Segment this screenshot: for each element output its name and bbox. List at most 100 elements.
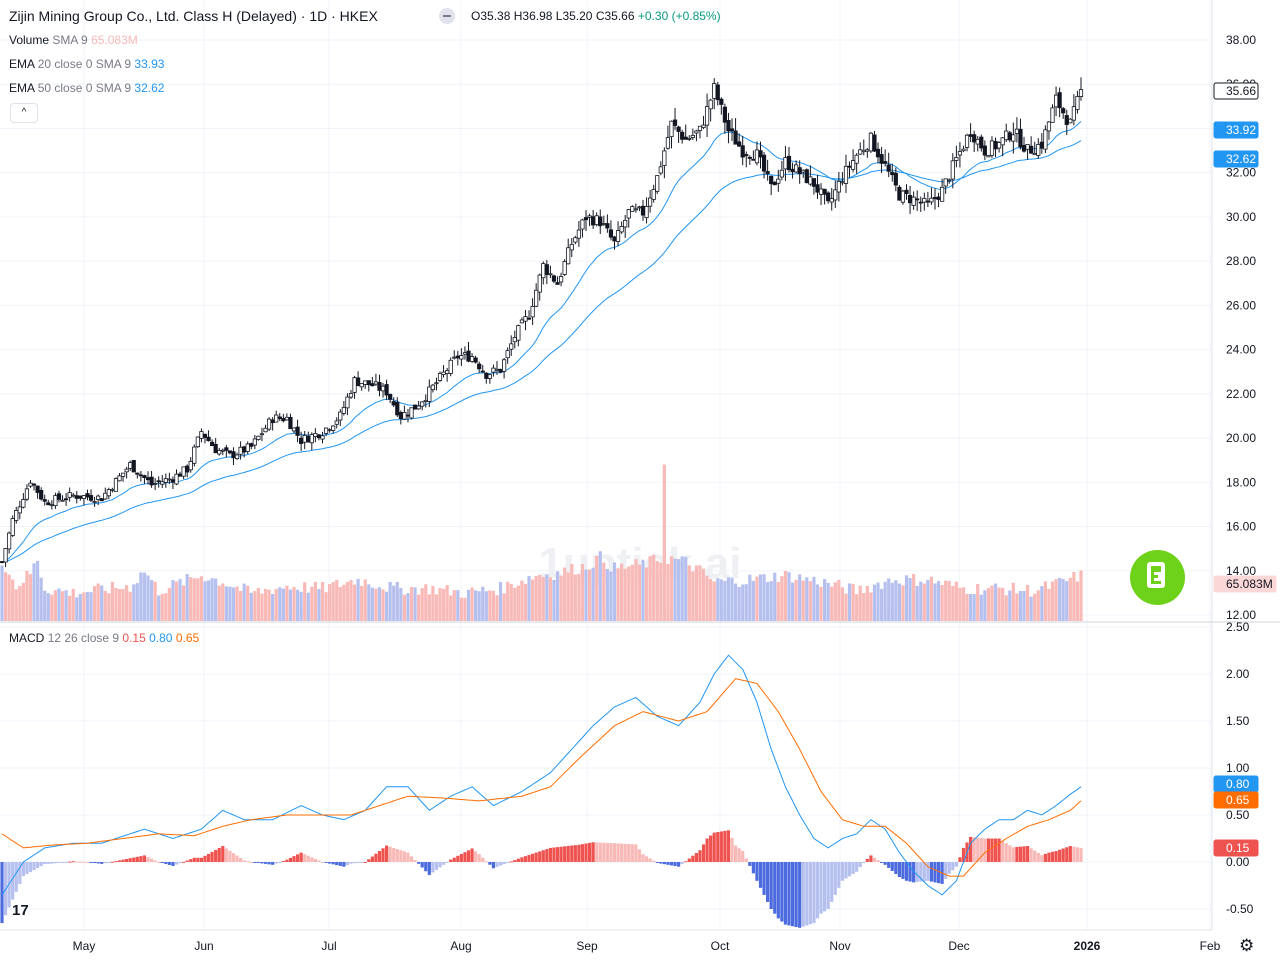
visibility-toggle-icon[interactable] [439,8,455,24]
macd-histogram-bar [64,862,68,863]
candle-body [740,145,745,158]
volume-bar [274,589,278,621]
macd-histogram-bar [659,862,663,864]
macd-histogram-bar [858,862,862,868]
legend-macd-name: MACD [9,631,45,645]
candle-body [794,164,799,173]
macd-histogram-bar [50,862,54,864]
macd-histogram-bar [306,855,310,862]
volume-bar [584,569,588,621]
tradingview-logo-icon[interactable]: 17 [12,902,29,919]
volume-bar [844,593,848,621]
macd-histogram-bar [263,862,268,864]
ema50-line [1,140,1082,563]
macd-histogram-bar [538,851,542,862]
candle-body [103,492,108,500]
legend-volume[interactable]: Volume SMA 9 65.083M [9,33,138,47]
macd-histogram-bar [299,852,303,862]
candle-body [92,501,97,503]
volume-bar [384,591,389,621]
candle-body [505,350,510,359]
volume-bar [456,590,460,621]
volume-bar [331,582,335,621]
candle-body [455,355,460,359]
macd-histogram-bar [388,846,392,862]
macd-histogram-bar [1004,843,1008,862]
volume-bar [417,594,421,621]
legend-ema50[interactable]: EMA 50 close 0 SMA 9 32.62 [9,81,164,95]
volume-bar [431,585,435,621]
candle-body [316,434,322,439]
legend-macd[interactable]: MACD 12 26 close 9 0.15 0.80 0.65 [9,631,199,645]
macd-histogram-bar [897,862,901,878]
candle-body [409,407,414,419]
candle-body [850,160,856,170]
price-axis-tick: 20.00 [1226,431,1256,445]
macd-histogram-bar [153,860,157,862]
candle-body [177,473,183,477]
volume-bar [559,575,563,621]
candle-body [940,186,945,202]
candle-body [402,412,407,420]
candle-body [380,385,386,392]
candle-body [890,171,895,176]
macd-histogram-bar [89,862,93,863]
legend-ema20[interactable]: EMA 20 close 0 SMA 9 33.93 [9,57,164,71]
volume-bar [766,582,770,621]
macd-histogram-bar [292,856,296,862]
candle-body [363,380,368,385]
candle-body [993,140,998,150]
macd-histogram-bar [758,862,763,888]
macd-histogram-bar [110,861,114,863]
candle-body [149,476,154,486]
volume-bar [673,558,677,621]
macd-histogram-bar [360,862,364,863]
volume-bar [1018,591,1023,621]
signal-badge: 0.65 [1213,791,1259,809]
volume-bar [299,591,303,621]
volume-bar [591,567,595,621]
volume-bar [157,595,161,621]
volume-bar [132,584,136,621]
legend-macd-macd: 0.80 [149,631,173,645]
volume-bar [317,588,321,621]
volume-bar [1075,581,1080,621]
macd-histogram-bar [716,832,720,862]
macd-histogram-bar [506,862,510,863]
candle-body [494,368,500,371]
volume-bar [171,580,175,621]
macd-histogram-bar [1065,847,1069,862]
candle-body [448,359,453,374]
volume-bar [1058,577,1062,621]
macd-histogram-bar [463,852,467,862]
candle-body [868,132,873,152]
candle-body [39,489,44,500]
macd-histogram-bar [919,862,923,882]
volume-bar [498,581,503,621]
hist-badge-bg [1213,839,1259,857]
volume-bar [260,593,264,621]
volume-bar [773,572,777,621]
macd-histogram-bar [203,855,207,862]
candle-body [21,499,26,508]
macd-histogram-bar [819,862,823,914]
settings-gear-icon[interactable]: ⚙ [1239,936,1255,955]
macd-histogram-bar [1025,846,1030,862]
macd-histogram-bar [666,862,670,865]
candle-body [163,478,168,483]
candle-body [28,482,33,487]
price-axis-tick: 30.00 [1226,210,1256,224]
candle-body [637,206,642,209]
macd-histogram-bar [723,830,727,862]
candle-body [288,416,293,430]
volume-bar [374,588,378,621]
volume-bar [595,556,599,621]
macd-histogram-bar [413,860,417,862]
macd-histogram-bar [78,861,82,863]
volume-bar [566,572,570,621]
candle-body [277,416,282,419]
macd-histogram-bar [182,861,186,863]
candle-body [1068,118,1073,124]
legend-collapse-button[interactable]: ^ [10,103,38,123]
